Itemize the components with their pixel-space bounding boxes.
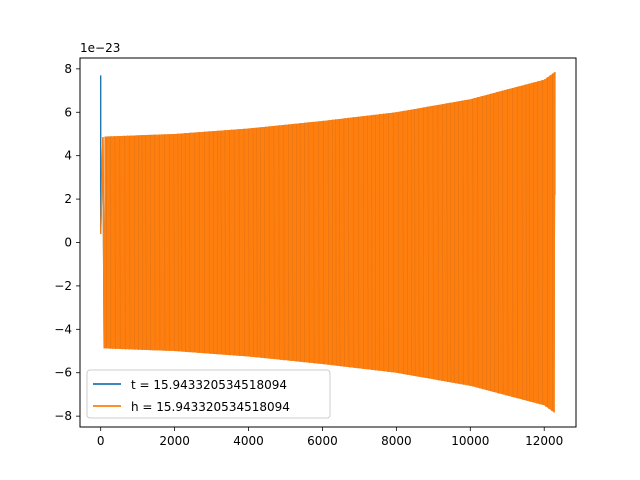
- x-tick-label: 8000: [381, 434, 412, 448]
- y-tick-label: 4: [64, 149, 72, 163]
- y-tick-label: 8: [64, 62, 72, 76]
- legend-label-t: t = 15.943320534518094: [131, 378, 287, 392]
- legend-label-h: h = 15.943320534518094: [131, 400, 290, 414]
- y-tick-label: 2: [64, 192, 72, 206]
- x-tick-label: 0: [97, 434, 105, 448]
- x-tick-label: 2000: [159, 434, 190, 448]
- y-tick-label: −6: [54, 366, 72, 380]
- y-tick-label: 6: [64, 105, 72, 119]
- plot-area: [99, 72, 556, 413]
- y-tick-label: 0: [64, 236, 72, 250]
- legend: t = 15.943320534518094 h = 15.9433205345…: [86, 369, 331, 419]
- series-line-h: [100, 72, 556, 413]
- x-tick-label: 4000: [233, 434, 264, 448]
- x-axis: 0 2000 4000 6000 8000 10000 12000: [97, 427, 563, 448]
- x-tick-label: 12000: [525, 434, 563, 448]
- y-tick-label: −8: [54, 409, 72, 423]
- y-axis: −8 −6 −4 −2 0 2 4 6 8: [54, 62, 80, 423]
- legend-box: [86, 369, 331, 419]
- y-tick-label: −2: [54, 279, 72, 293]
- series-striations: [105, 73, 553, 412]
- x-tick-label: 10000: [451, 434, 489, 448]
- x-tick-label: 6000: [307, 434, 338, 448]
- y-scale-label: 1e−23: [80, 41, 120, 55]
- y-tick-label: −4: [54, 322, 72, 336]
